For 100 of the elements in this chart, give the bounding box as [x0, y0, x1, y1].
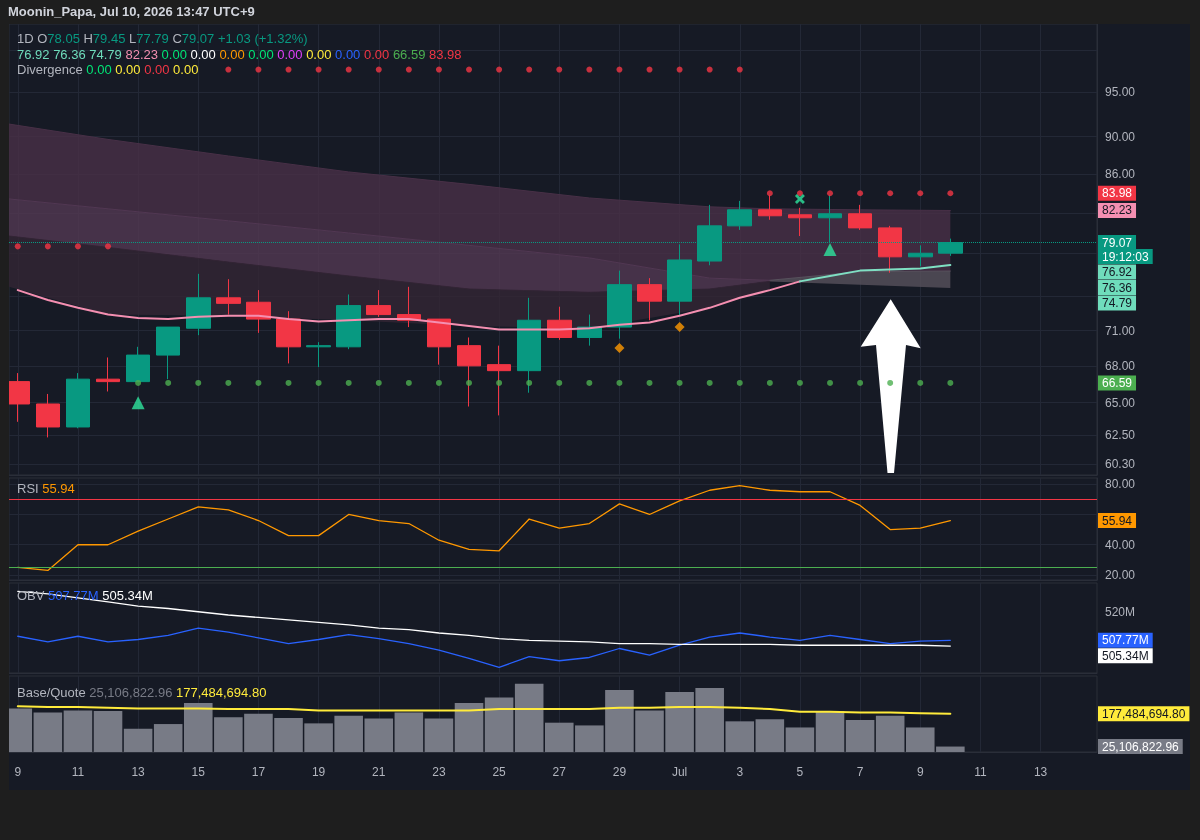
point: [345, 66, 352, 73]
x-tick-label: 15: [191, 765, 206, 779]
candlestick: [878, 225, 902, 274]
point: [887, 379, 894, 386]
point: [857, 379, 864, 386]
point: [285, 66, 292, 73]
candlestick: [96, 356, 120, 392]
text: 76.92: [1102, 265, 1133, 280]
x-tick-label: 9: [14, 765, 22, 779]
y-tick-label: 40.00: [1105, 537, 1136, 552]
text: 74.79: [1102, 296, 1133, 311]
point: [766, 190, 773, 197]
point: [947, 379, 954, 386]
annotation: 76.36: [53, 47, 86, 62]
point: [556, 379, 563, 386]
point: [556, 66, 563, 73]
point: [405, 66, 412, 73]
chart-title: Base/Quote 25,106,822.96 177,484,694.80: [17, 685, 267, 700]
point: [947, 190, 954, 197]
point: [674, 322, 685, 333]
x-tick-label: 23: [432, 765, 446, 779]
annotation: 66.59: [1102, 375, 1133, 390]
y-tick-label: 86.00: [1105, 166, 1136, 181]
candlestick: [186, 273, 211, 336]
point: [14, 243, 21, 250]
point: [135, 379, 142, 386]
candlestick: [306, 341, 331, 368]
text: Moonin_Papa, Jul 10, 2026 13:47 UTC+9: [8, 4, 255, 19]
point: [255, 66, 262, 73]
point: [646, 66, 653, 73]
bar: [755, 719, 785, 752]
point: [796, 379, 803, 386]
candlestick: [848, 204, 872, 231]
x-tick-label: 7: [856, 765, 864, 779]
bar: [514, 683, 544, 752]
point: [131, 396, 145, 410]
ref-line-label: 79.07: [1102, 235, 1133, 250]
x-tick-label: 27: [552, 765, 567, 779]
point: [706, 66, 713, 73]
y-tick-label: 95.00: [1105, 85, 1136, 100]
point: [496, 379, 503, 386]
y-tick-label: 62.50: [1105, 427, 1136, 442]
x-tick-label: 13: [131, 765, 146, 779]
text: 505.34M: [1102, 648, 1149, 663]
x-tick-label: 13: [1033, 765, 1048, 779]
point: [586, 379, 593, 386]
x-tick-label: 25: [492, 765, 507, 779]
point: [706, 379, 713, 386]
y-tick-label: 65.00: [1105, 395, 1136, 410]
bar: [815, 711, 845, 752]
x-tick-label: 19: [311, 765, 326, 779]
x-tick-label: 11: [71, 765, 85, 779]
point: [917, 379, 924, 386]
candlestick: [156, 326, 180, 380]
candlestick: [487, 345, 511, 416]
point: [405, 379, 412, 386]
point: [917, 190, 924, 197]
point: [676, 66, 683, 73]
y-tick-label: 20.00: [1105, 568, 1136, 582]
x-tick-label: 11: [974, 765, 987, 779]
y-tick-label: 90.00: [1105, 129, 1136, 144]
point: [44, 243, 51, 250]
point: [74, 243, 81, 250]
x-tick-label: Jul: [671, 765, 688, 779]
y-tick-label: 71.00: [1105, 323, 1136, 338]
x-tick-label: 21: [372, 765, 386, 779]
candlestick: [637, 277, 662, 321]
annotation: 83.98: [1102, 186, 1133, 201]
annotation: 76.92: [17, 47, 50, 62]
x-tick-label: 29: [612, 765, 627, 779]
candlestick: [66, 372, 90, 429]
point: [616, 379, 623, 386]
bar: [785, 727, 815, 752]
point: [857, 190, 864, 197]
point: [796, 190, 803, 197]
bar: [845, 719, 875, 752]
point: [315, 66, 322, 73]
point: [315, 379, 322, 386]
point: [616, 66, 623, 73]
point: [105, 243, 112, 250]
text: 76.36: [1102, 280, 1133, 295]
bar: [93, 711, 123, 752]
point: [435, 379, 442, 386]
text: 177,484,694.80: [1102, 706, 1186, 721]
bar: [424, 718, 454, 752]
point: [676, 379, 683, 386]
candlestick: [607, 270, 632, 340]
bar: [394, 712, 424, 752]
point: [586, 66, 593, 73]
candlestick: [788, 207, 812, 237]
point: [736, 379, 743, 386]
point: [225, 379, 232, 386]
candlestick: [126, 346, 150, 383]
line-series: [16, 280, 801, 331]
candlestick: [336, 294, 361, 350]
point: [646, 379, 653, 386]
annotation: Divergence 0.00 0.00 0.00 0.00: [17, 62, 199, 77]
candlestick: [276, 310, 301, 364]
text: 82.23 0.00 0.00 0.00 0.00 0.00 0.00 0.00 0.00 66.59 83.98: [125, 47, 462, 62]
text: 507.77M: [1102, 633, 1149, 648]
